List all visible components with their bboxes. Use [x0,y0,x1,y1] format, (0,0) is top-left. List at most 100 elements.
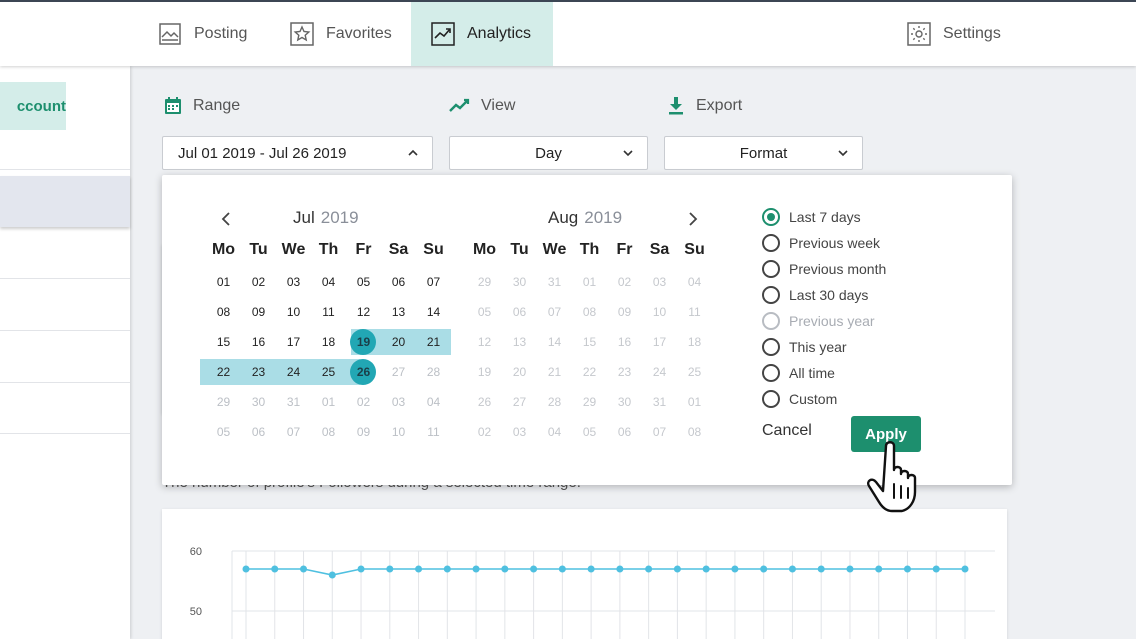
radio-button[interactable] [762,286,780,304]
calendar-day[interactable]: 23 [251,365,266,379]
calendar-day[interactable]: 07 [426,275,441,289]
calendar-day[interactable]: 09 [617,305,632,319]
calendar-day[interactable]: 13 [391,305,406,319]
calendar-day[interactable]: 19 [477,365,492,379]
radio-button[interactable] [762,390,780,408]
data-point[interactable] [645,565,653,573]
preset-option[interactable]: Previous week [762,233,880,253]
radio-button[interactable] [762,364,780,382]
data-point[interactable] [587,565,595,573]
calendar-day[interactable]: 05 [582,425,597,439]
radio-button[interactable] [762,338,780,356]
calendar-day[interactable]: 22 [582,365,597,379]
data-point[interactable] [932,565,940,573]
data-point[interactable] [443,565,451,573]
calendar-day[interactable]: 23 [617,365,632,379]
preset-option[interactable]: Last 30 days [762,285,868,305]
calendar-day[interactable]: 04 [321,275,336,289]
calendar-day[interactable]: 06 [512,305,527,319]
calendar-day[interactable]: 24 [652,365,667,379]
data-point[interactable] [357,565,365,573]
calendar-day[interactable]: 22 [216,365,231,379]
data-point[interactable] [530,565,538,573]
calendar-day[interactable]: 21 [547,365,562,379]
data-point[interactable] [903,565,911,573]
add-account-button[interactable]: ccount [0,82,66,130]
export-format-select[interactable]: Format [664,136,863,170]
calendar-day[interactable]: 09 [251,305,266,319]
data-point[interactable] [328,571,336,579]
radio-button[interactable] [762,260,780,278]
calendar-day[interactable]: 25 [321,365,336,379]
calendar-day[interactable]: 25 [687,365,702,379]
calendar-day[interactable]: 03 [512,425,527,439]
calendar-day[interactable]: 13 [512,335,527,349]
data-point[interactable] [271,565,279,573]
data-point[interactable] [472,565,480,573]
data-point[interactable] [386,565,394,573]
calendar-day[interactable]: 02 [477,425,492,439]
calendar-day[interactable]: 07 [652,425,667,439]
calendar-day[interactable]: 10 [286,305,301,319]
calendar-day[interactable]: 11 [322,305,335,319]
data-point[interactable] [415,565,423,573]
calendar-day[interactable]: 21 [426,335,441,349]
calendar-day[interactable]: 24 [286,365,301,379]
calendar-day[interactable]: 03 [652,275,667,289]
calendar-day[interactable]: 26 [477,395,492,409]
data-point[interactable] [558,565,566,573]
data-point[interactable] [875,565,883,573]
calendar-day[interactable]: 14 [547,335,562,349]
date-range-select[interactable]: Jul 01 2019 - Jul 26 2019 [162,136,433,170]
data-point[interactable] [817,565,825,573]
calendar-day[interactable]: 18 [687,335,702,349]
calendar-day[interactable]: 12 [477,335,492,349]
calendar-day[interactable]: 06 [391,275,406,289]
preset-option[interactable]: All time [762,363,835,383]
calendar-day[interactable]: 08 [687,425,702,439]
apply-button[interactable]: Apply [851,416,921,452]
calendar-day[interactable]: 18 [321,335,336,349]
calendar-day[interactable]: 08 [582,305,597,319]
tab-favorites[interactable]: Favorites [290,2,410,66]
radio-button[interactable] [762,234,780,252]
calendar-day[interactable]: 16 [251,335,266,349]
data-point[interactable] [673,565,681,573]
calendar-day[interactable]: 20 [512,365,527,379]
calendar-day[interactable]: 04 [687,275,702,289]
calendar-day[interactable]: 16 [617,335,632,349]
calendar-day[interactable]: 05 [356,275,371,289]
calendar-day[interactable]: 08 [216,305,231,319]
data-point[interactable] [731,565,739,573]
preset-option[interactable]: Previous month [762,259,886,279]
calendar-day[interactable]: 01 [687,395,702,409]
data-point[interactable] [616,565,624,573]
calendar-day[interactable]: 05 [477,305,492,319]
calendar-day[interactable]: 07 [547,305,562,319]
calendar-day[interactable]: 15 [582,335,597,349]
calendar-day[interactable]: 28 [547,395,562,409]
data-point[interactable] [702,565,710,573]
calendar-day[interactable]: 30 [512,275,527,289]
calendar-day[interactable]: 17 [652,335,667,349]
calendar-day[interactable]: 04 [547,425,562,439]
cancel-button[interactable]: Cancel [762,422,812,439]
calendar-day[interactable]: 02 [251,275,266,289]
calendar-day[interactable]: 31 [652,395,667,409]
radio-button[interactable] [762,208,780,226]
calendar-day[interactable]: 29 [477,275,492,289]
preset-option[interactable]: Last 7 days [762,207,861,227]
calendar-day[interactable]: 30 [617,395,632,409]
data-point[interactable] [961,565,969,573]
calendar-day[interactable]: 14 [426,305,441,319]
calendar-day[interactable]: 11 [688,305,701,319]
calendar-day[interactable]: 02 [617,275,632,289]
tab-settings[interactable]: Settings [907,2,1027,66]
calendar-day[interactable]: 20 [391,335,406,349]
data-point[interactable] [788,565,796,573]
calendar-day[interactable]: 03 [286,275,301,289]
preset-option[interactable]: Custom [762,389,837,409]
calendar-day[interactable]: 15 [216,335,231,349]
calendar-day[interactable]: 31 [547,275,562,289]
data-point[interactable] [242,565,250,573]
